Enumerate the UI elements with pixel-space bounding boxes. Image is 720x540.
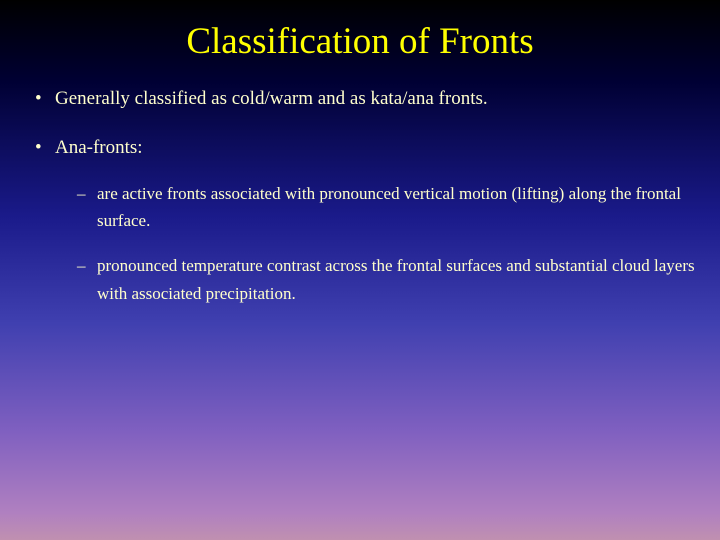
sub-bullet-item: are active fronts associated with pronou… bbox=[77, 180, 695, 234]
bullet-list: Generally classified as cold/warm and as… bbox=[25, 85, 695, 307]
bullet-item: Generally classified as cold/warm and as… bbox=[35, 85, 695, 114]
bullet-text: Ana-fronts: bbox=[55, 137, 143, 158]
sub-bullet-item: pronounced temperature contrast across t… bbox=[77, 252, 695, 306]
bullet-text: Generally classified as cold/warm and as… bbox=[55, 88, 488, 109]
sub-bullet-list: are active fronts associated with pronou… bbox=[55, 180, 695, 307]
slide-container: Classification of Fronts Generally class… bbox=[0, 0, 720, 540]
sub-bullet-text: pronounced temperature contrast across t… bbox=[97, 256, 695, 302]
slide-title: Classification of Fronts bbox=[25, 20, 695, 63]
sub-bullet-text: are active fronts associated with pronou… bbox=[97, 184, 681, 230]
bullet-item: Ana-fronts: are active fronts associated… bbox=[35, 134, 695, 307]
